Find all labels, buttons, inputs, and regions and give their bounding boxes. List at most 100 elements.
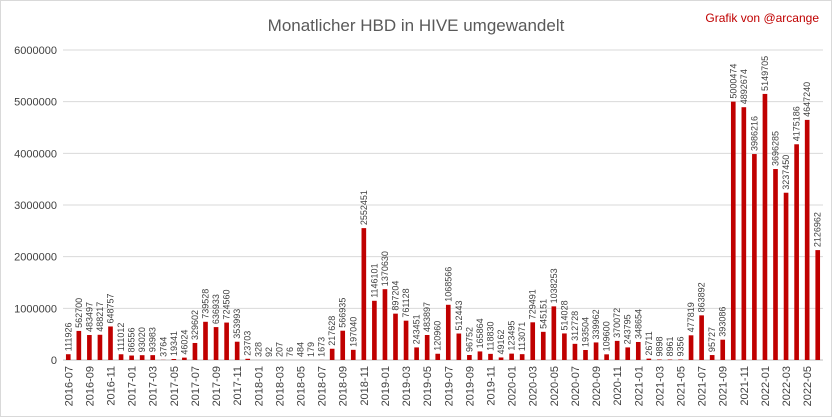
data-label: 739528	[201, 289, 211, 319]
data-label: 1038253	[549, 268, 559, 303]
x-tick-label: 2018-03	[274, 366, 286, 406]
data-label: 93020	[137, 327, 147, 352]
bar	[435, 353, 441, 360]
data-label: 724560	[222, 290, 232, 320]
data-label: 243451	[412, 314, 422, 344]
data-label: 2552451	[359, 190, 369, 225]
x-tick-label: 2016-09	[84, 366, 96, 406]
bar	[372, 300, 377, 360]
bar	[572, 343, 578, 360]
x-tick-label: 2020-05	[549, 366, 561, 406]
data-label: 118830	[486, 321, 496, 350]
gridlines	[63, 49, 823, 361]
bar	[467, 355, 472, 360]
data-label: 562700	[74, 298, 84, 328]
x-tick-label: 2019-05	[422, 366, 434, 406]
x-tick-label: 2022-01	[760, 366, 772, 406]
bar	[139, 355, 145, 360]
bar	[150, 355, 156, 360]
bar	[688, 335, 694, 360]
bar	[519, 354, 525, 360]
bar	[614, 340, 620, 360]
data-label: 488217	[95, 302, 105, 332]
data-label: 648757	[106, 293, 116, 323]
bar	[203, 321, 208, 360]
bar	[329, 348, 335, 360]
data-label: 120960	[433, 321, 443, 351]
x-tick-label: 2019-11	[486, 366, 498, 406]
data-label: 3764	[158, 337, 168, 357]
data-label: 483897	[422, 302, 432, 332]
bar	[804, 119, 810, 360]
bar	[604, 354, 609, 360]
bar	[635, 341, 641, 360]
x-tick-label: 2016-11	[106, 366, 118, 406]
bar	[424, 334, 430, 360]
data-label: 897204	[391, 281, 401, 311]
bar	[382, 289, 388, 360]
bar	[224, 322, 229, 360]
bar	[129, 355, 134, 360]
y-tick-label: 4000000	[14, 148, 57, 160]
data-label: 193504	[581, 317, 591, 347]
bar	[699, 315, 704, 360]
data-label: 49162	[496, 329, 506, 354]
data-label: 353993	[232, 309, 242, 339]
bar	[646, 358, 652, 360]
data-label: 23703	[243, 331, 253, 356]
data-label: 46024	[179, 330, 189, 355]
chart-title: Monatlicher HBD in HIVE umgewandelt	[268, 16, 565, 35]
chart-credit: Grafik von @arcange	[705, 11, 819, 25]
data-label: 113071	[517, 322, 527, 351]
x-tick-label: 2020-07	[570, 366, 582, 406]
x-tick-label: 2016-07	[63, 366, 75, 406]
data-label: 9356	[676, 336, 686, 356]
bar	[361, 228, 367, 360]
y-tick-label: 2000000	[14, 252, 57, 264]
x-tick-label: 2017-03	[148, 366, 160, 406]
bar	[414, 347, 419, 360]
bar	[773, 169, 778, 360]
data-label: 123495	[507, 321, 517, 351]
bar	[762, 93, 768, 360]
x-tick-label: 2019-03	[401, 366, 413, 406]
data-label: 514028	[559, 300, 569, 330]
y-tick-label: 5000000	[14, 97, 57, 109]
data-label: 3986216	[749, 116, 759, 151]
bar	[752, 154, 757, 360]
data-label: 339962	[591, 309, 601, 339]
data-label: 4175186	[792, 106, 802, 141]
data-label: 96752	[464, 327, 474, 352]
x-axis-ticks: 2016-07 2016-09 2016-11 2017-01 2017-03 2017-…	[63, 366, 814, 406]
data-label: 512443	[454, 300, 464, 330]
data-label: 179	[306, 342, 316, 357]
data-label: 545151	[538, 299, 548, 329]
x-tick-label: 2019-09	[464, 366, 476, 406]
data-label: 165864	[475, 318, 485, 348]
data-label: 243795	[623, 314, 633, 344]
y-tick-label: 1000000	[14, 303, 57, 315]
x-tick-label: 2021-01	[633, 366, 645, 406]
bar	[815, 250, 821, 360]
data-label: 111012	[116, 323, 126, 352]
x-tick-label: 2020-01	[507, 366, 519, 406]
data-label: 328	[253, 342, 263, 357]
x-tick-label: 2020-03	[528, 366, 540, 406]
bar	[213, 327, 219, 360]
data-label: 393086	[718, 307, 728, 337]
bar	[171, 359, 177, 360]
data-label: 312728	[570, 311, 580, 341]
x-tick-label: 2017-11	[232, 366, 244, 406]
x-tick-label: 2021-09	[718, 366, 730, 406]
data-label: 4647240	[802, 82, 812, 117]
bar	[477, 351, 483, 360]
bar	[498, 357, 504, 360]
bar	[97, 334, 103, 360]
data-label: 19341	[169, 331, 179, 356]
x-tick-label: 2018-05	[296, 366, 308, 406]
bar	[488, 353, 493, 360]
bar	[456, 333, 462, 360]
